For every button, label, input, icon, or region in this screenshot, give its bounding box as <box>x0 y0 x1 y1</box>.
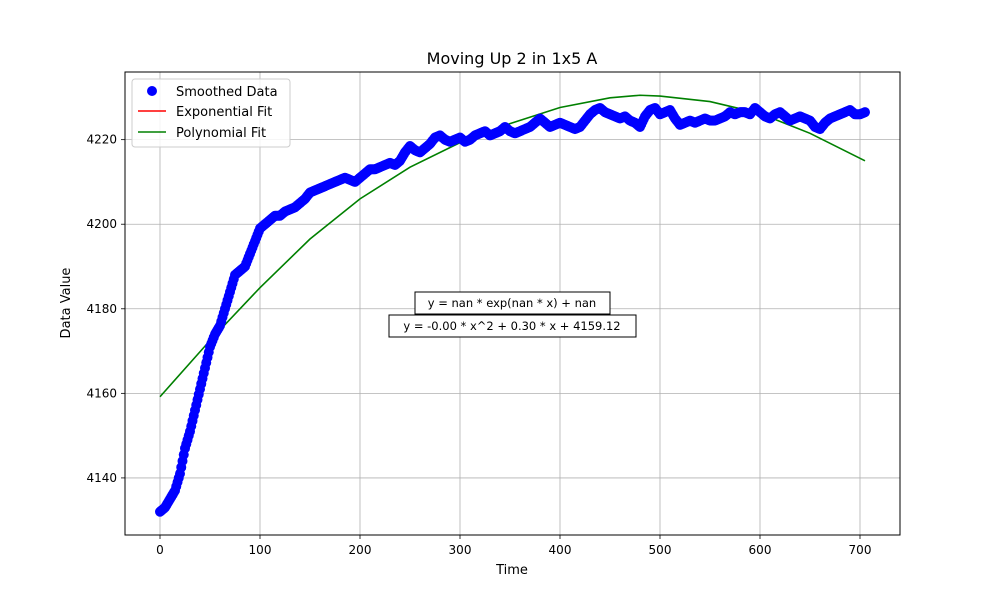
y-axis-label: Data Value <box>59 268 74 339</box>
x-tick-label: 300 <box>449 543 472 557</box>
annotation-polynomial-text: y = -0.00 * x^2 + 0.30 * x + 4159.12 <box>403 319 620 333</box>
chart-title: Moving Up 2 in 1x5 A <box>427 49 598 68</box>
smoothed-data-layer <box>155 102 870 517</box>
legend-polynomial-label: Polynomial Fit <box>176 126 266 141</box>
annotation-exponential: y = nan * exp(nan * x) + nan <box>414 291 611 315</box>
y-tick-label: 4140 <box>86 471 117 485</box>
y-tick-label: 4200 <box>86 217 117 231</box>
axis-ticks: 0 100 200 300 400 500 600 700 4140 4160 4180 4200 42… <box>86 133 871 557</box>
legend-smoothed-marker <box>147 86 157 96</box>
legend: Smoothed Data Exponential Fit Polynomial… <box>131 78 291 148</box>
polynomial-fit-layer <box>159 94 866 398</box>
x-tick-label: 0 <box>156 543 164 557</box>
x-axis-label: Time <box>495 563 528 578</box>
x-tick-label: 600 <box>749 543 772 557</box>
plot-frame <box>124 71 901 536</box>
y-tick-label: 4220 <box>86 133 117 147</box>
y-tick-label: 4160 <box>86 386 117 400</box>
x-tick-label: 500 <box>649 543 672 557</box>
legend-smoothed-label: Smoothed Data <box>176 85 278 100</box>
polynomial-fit-line <box>159 94 866 398</box>
x-tick-label: 400 <box>549 543 572 557</box>
legend-box <box>131 78 291 148</box>
annotation-exponential-text: y = nan * exp(nan * x) + nan <box>428 296 596 310</box>
data-point <box>860 107 870 118</box>
x-tick-label: 200 <box>349 543 372 557</box>
legend-exponential-label: Exponential Fit <box>176 105 272 120</box>
x-tick-label: 700 <box>849 543 872 557</box>
annotation-polynomial: y = -0.00 * x^2 + 0.30 * x + 4159.12 <box>388 314 637 338</box>
x-tick-label: 100 <box>249 543 272 557</box>
y-tick-label: 4180 <box>86 302 117 316</box>
